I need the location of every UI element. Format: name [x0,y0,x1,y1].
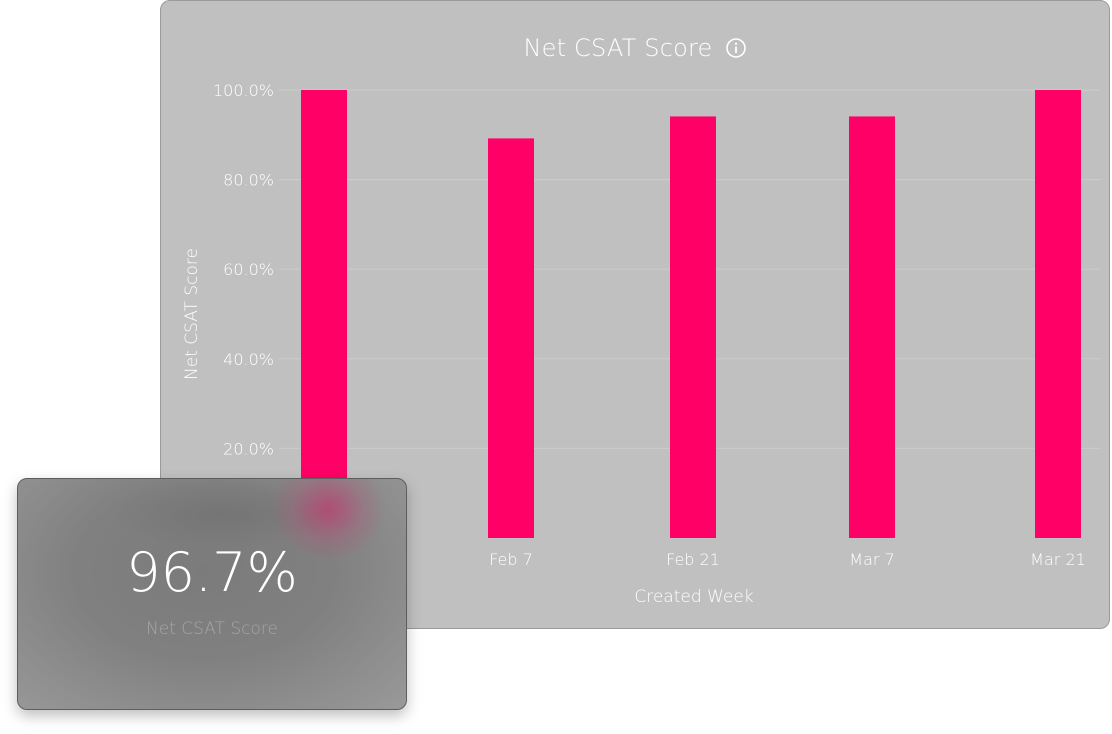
bar-mar-7[interactable] [849,116,895,538]
bar-chart: 20.0% 40.0% 60.0% 80.0% 100.0% Feb 7 Feb 21 Ma… [182,81,1101,607]
x-tick-label: Mar 7 [849,550,894,569]
x-axis-title: Created Week [634,587,753,607]
bar-feb-21[interactable] [670,116,716,538]
y-tick-label: 60.0% [223,260,274,279]
chart-title-row: Net CSAT Score [161,31,1109,65]
y-axis-title: Net CSAT Score [182,248,202,380]
x-tick-label: Feb 21 [666,550,720,569]
info-icon[interactable] [725,37,747,59]
stat-value: 96.7% [126,541,298,604]
y-tick-label: 20.0% [223,439,274,458]
y-tick-label: 40.0% [223,350,274,369]
y-tick-label: 80.0% [223,171,274,190]
y-axis-ticks: 20.0% 40.0% 60.0% 80.0% 100.0% [213,81,274,458]
bars [301,90,1081,538]
stat-card: 96.7% Net CSAT Score [17,478,407,710]
chart-title: Net CSAT Score [523,34,713,62]
y-tick-label: 100.0% [213,81,274,100]
x-tick-label: Feb 7 [489,550,533,569]
x-tick-label: Mar 21 [1030,550,1086,569]
bar-feb-7[interactable] [488,138,534,538]
stat-label: Net CSAT Score [146,619,278,639]
x-axis-ticks: Feb 7 Feb 21 Mar 7 Mar 21 [489,550,1086,569]
bar-jan-24[interactable] [301,90,347,538]
bar-mar-21[interactable] [1035,90,1081,538]
